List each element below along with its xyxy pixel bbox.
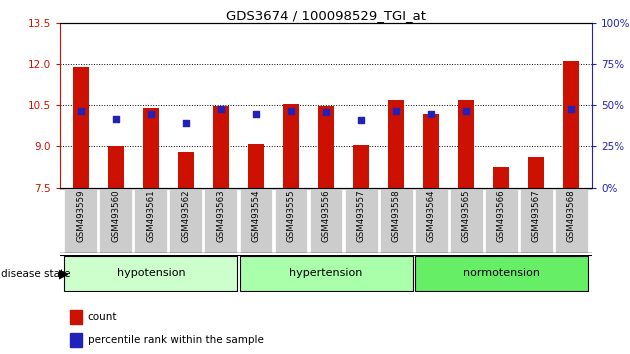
Bar: [353, 145, 369, 188]
Text: GSM493555: GSM493555: [287, 190, 295, 242]
Bar: [213, 106, 229, 188]
Point: [111, 116, 121, 122]
Text: GSM493564: GSM493564: [427, 190, 435, 242]
Bar: [143, 108, 159, 188]
Text: GSM493558: GSM493558: [392, 190, 401, 242]
Bar: [388, 100, 404, 188]
FancyBboxPatch shape: [484, 189, 518, 253]
Bar: [73, 67, 89, 188]
Point: [391, 108, 401, 114]
Point: [566, 107, 576, 112]
Text: hypotension: hypotension: [117, 268, 185, 279]
FancyBboxPatch shape: [450, 189, 483, 253]
Bar: [423, 114, 439, 188]
FancyBboxPatch shape: [415, 189, 447, 253]
Text: normotension: normotension: [462, 268, 540, 279]
Text: GSM493565: GSM493565: [462, 190, 471, 242]
Text: ▶: ▶: [59, 268, 68, 281]
Text: GSM493566: GSM493566: [496, 190, 506, 242]
FancyBboxPatch shape: [205, 189, 238, 253]
FancyBboxPatch shape: [415, 256, 588, 291]
Text: GSM493563: GSM493563: [217, 190, 226, 242]
Point: [181, 120, 191, 126]
Point: [426, 111, 436, 116]
FancyBboxPatch shape: [169, 189, 202, 253]
Text: GSM493560: GSM493560: [112, 190, 120, 242]
Text: disease state: disease state: [1, 269, 71, 279]
FancyBboxPatch shape: [64, 256, 238, 291]
FancyBboxPatch shape: [239, 256, 413, 291]
FancyBboxPatch shape: [100, 189, 132, 253]
Bar: [108, 147, 123, 188]
Bar: [71, 310, 82, 324]
FancyBboxPatch shape: [345, 189, 377, 253]
FancyBboxPatch shape: [309, 189, 343, 253]
Text: GSM493557: GSM493557: [357, 190, 365, 242]
Bar: [458, 100, 474, 188]
Bar: [178, 152, 194, 188]
Title: GDS3674 / 100098529_TGI_at: GDS3674 / 100098529_TGI_at: [226, 9, 426, 22]
Text: percentile rank within the sample: percentile rank within the sample: [88, 335, 263, 345]
Point: [321, 109, 331, 115]
Point: [216, 107, 226, 112]
Text: GSM493568: GSM493568: [567, 190, 576, 242]
Text: GSM493562: GSM493562: [181, 190, 190, 242]
Text: GSM493567: GSM493567: [532, 190, 541, 242]
Bar: [529, 158, 544, 188]
Bar: [493, 167, 509, 188]
Bar: [318, 106, 334, 188]
FancyBboxPatch shape: [520, 189, 553, 253]
Text: hypertension: hypertension: [289, 268, 363, 279]
FancyBboxPatch shape: [380, 189, 413, 253]
Text: GSM493554: GSM493554: [251, 190, 260, 242]
Text: GSM493556: GSM493556: [321, 190, 331, 242]
Bar: [71, 333, 82, 347]
FancyBboxPatch shape: [239, 189, 272, 253]
Text: GSM493561: GSM493561: [146, 190, 156, 242]
Bar: [563, 62, 579, 188]
Bar: [248, 144, 264, 188]
Bar: [283, 104, 299, 188]
Text: count: count: [88, 312, 117, 322]
Point: [146, 111, 156, 116]
FancyBboxPatch shape: [134, 189, 168, 253]
Text: GSM493559: GSM493559: [76, 190, 85, 242]
Point: [356, 118, 366, 123]
FancyBboxPatch shape: [275, 189, 307, 253]
Point: [286, 108, 296, 114]
FancyBboxPatch shape: [555, 189, 588, 253]
FancyBboxPatch shape: [64, 189, 97, 253]
Point: [76, 108, 86, 114]
Point: [461, 108, 471, 114]
Point: [251, 111, 261, 116]
